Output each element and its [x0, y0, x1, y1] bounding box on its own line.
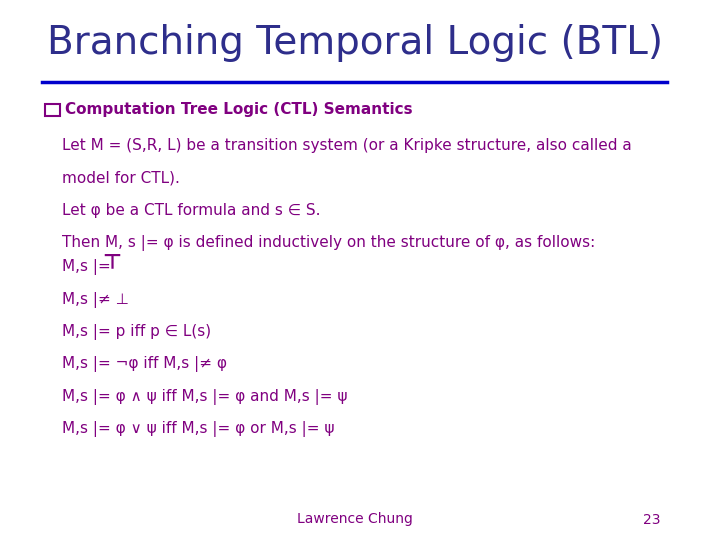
Text: ⊤: ⊤ [102, 253, 121, 273]
Text: M,s |≠ ⊥: M,s |≠ ⊥ [62, 292, 128, 308]
Text: Let M = (S,R, L) be a transition system (or a Kripke structure, also called a: Let M = (S,R, L) be a transition system … [62, 138, 631, 153]
Text: M,s |= φ ∧ ψ iff M,s |= φ and M,s |= ψ: M,s |= φ ∧ ψ iff M,s |= φ and M,s |= ψ [62, 389, 347, 405]
Text: 23: 23 [643, 512, 661, 526]
Text: model for CTL).: model for CTL). [62, 170, 179, 185]
FancyBboxPatch shape [45, 104, 60, 116]
Text: M,s |= ¬φ iff M,s |≠ φ: M,s |= ¬φ iff M,s |≠ φ [62, 356, 227, 373]
Text: M,s |= p iff p ∈ L(s): M,s |= p iff p ∈ L(s) [62, 324, 211, 340]
Text: M,s |=: M,s |= [62, 259, 115, 275]
Text: Computation Tree Logic (CTL) Semantics: Computation Tree Logic (CTL) Semantics [65, 102, 413, 117]
Text: Then M, s |= φ is defined inductively on the structure of φ, as follows:: Then M, s |= φ is defined inductively on… [62, 235, 595, 251]
Text: Let φ be a CTL formula and s ∈ S.: Let φ be a CTL formula and s ∈ S. [62, 202, 320, 218]
Text: M,s |= φ ∨ ψ iff M,s |= φ or M,s |= ψ: M,s |= φ ∨ ψ iff M,s |= φ or M,s |= ψ [62, 421, 334, 437]
Text: Branching Temporal Logic (BTL): Branching Temporal Logic (BTL) [47, 24, 662, 62]
Text: Lawrence Chung: Lawrence Chung [297, 512, 413, 526]
